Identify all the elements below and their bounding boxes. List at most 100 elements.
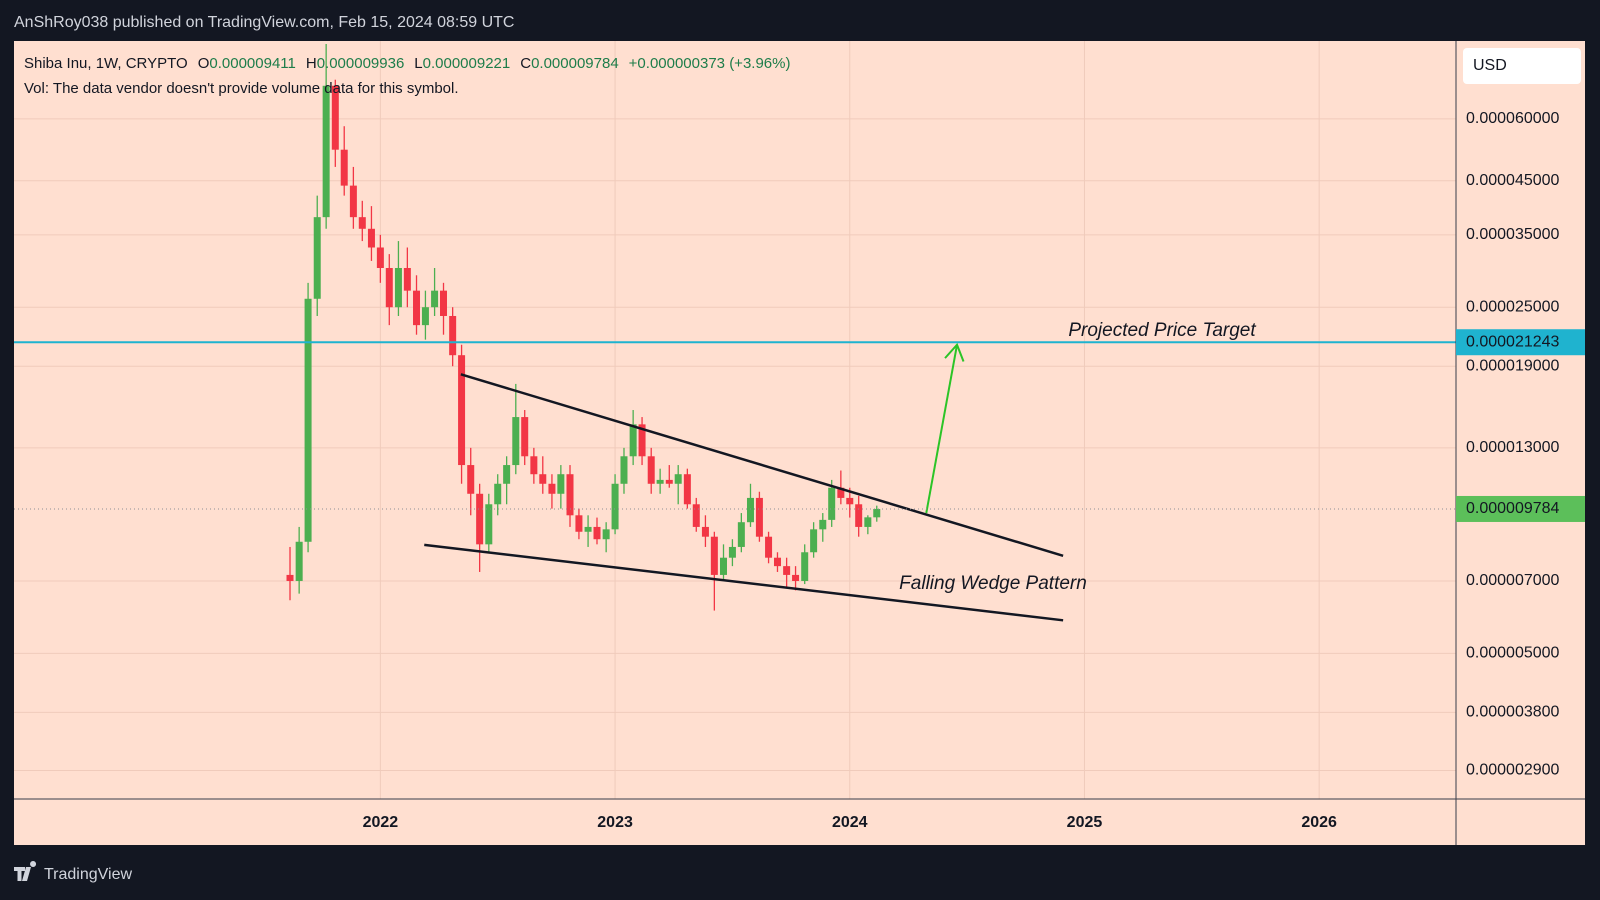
- candle-body: [385, 267, 393, 308]
- candle-body: [873, 508, 881, 518]
- legend: Shiba Inu, 1W, CRYPTO O0.000009411 H0.0000…: [24, 55, 790, 97]
- candle-body: [566, 474, 574, 516]
- candle-body: [719, 557, 727, 575]
- candle-body: [792, 574, 800, 581]
- candle-body: [855, 504, 863, 527]
- y-tick-label: 0.000060000: [1466, 110, 1560, 127]
- ohlc-value: 0.000009936: [317, 55, 405, 72]
- candle-body: [801, 552, 809, 581]
- candle-body: [728, 546, 736, 558]
- brand: TradingView: [44, 866, 132, 883]
- change: +0.000000373 (+3.96%): [629, 55, 791, 72]
- candle-body: [530, 456, 538, 475]
- ohlc-key: H: [306, 55, 317, 72]
- candle-body: [837, 487, 845, 498]
- logo-mark: [14, 861, 37, 881]
- candle-body: [322, 85, 330, 218]
- price-target-label: 0.000021243: [1466, 333, 1560, 350]
- candle-body: [349, 185, 357, 218]
- ohlc-value: 0.000009411: [209, 55, 295, 72]
- candle-body: [458, 355, 466, 466]
- candle-body: [611, 483, 619, 530]
- candle-body: [295, 541, 303, 581]
- candle-body: [548, 483, 556, 494]
- x-tick-label: 2023: [597, 814, 633, 831]
- candle-body: [737, 522, 745, 547]
- y-tick-label: 0.000045000: [1466, 172, 1560, 189]
- candle-body: [413, 290, 421, 326]
- ohlc-key: O: [198, 55, 210, 72]
- candle-body: [620, 456, 628, 484]
- candle-body: [773, 557, 781, 567]
- y-tick-label: 0.000007000: [1466, 572, 1560, 589]
- candle-body: [674, 474, 682, 484]
- publish-info: AnShRoy038 published on TradingView.com,…: [14, 14, 514, 31]
- candle-body: [656, 479, 664, 484]
- candle-body: [638, 424, 646, 457]
- candle-body: [476, 493, 484, 545]
- candle-body: [367, 228, 375, 248]
- candle-body: [503, 465, 511, 484]
- candle-body: [394, 267, 402, 308]
- y-tick-label: 0.000019000: [1466, 357, 1560, 374]
- candle-body: [783, 566, 791, 575]
- y-tick-label: 0.000035000: [1466, 226, 1560, 243]
- volume-note: Vol: The data vendor doesn't provide vol…: [24, 80, 459, 97]
- candle-body: [512, 417, 520, 466]
- candle-body: [286, 574, 294, 581]
- candle-body: [755, 497, 763, 537]
- ohlc-value: 0.000009784: [531, 55, 619, 72]
- ohlc-key: C: [520, 55, 531, 72]
- y-tick-label: 0.000013000: [1466, 439, 1560, 456]
- candle-body: [710, 536, 718, 575]
- x-tick-label: 2024: [832, 814, 868, 831]
- candle-body: [403, 267, 411, 291]
- ohlc-key: L: [414, 55, 422, 72]
- symbol: Shiba Inu, 1W, CRYPTO: [24, 55, 188, 72]
- x-tick-label: 2026: [1301, 814, 1337, 831]
- trendline: [424, 543, 1064, 622]
- chart-area: [14, 41, 1585, 845]
- last-price-label: 0.000009784: [1466, 500, 1560, 517]
- candle-body: [485, 504, 493, 545]
- candle-body: [449, 315, 457, 356]
- candle-body: [665, 479, 673, 484]
- annotation: Projected Price Target: [1068, 320, 1256, 341]
- candle-body: [810, 529, 818, 553]
- candle-body: [593, 526, 601, 540]
- logo: TradingView: [14, 861, 132, 883]
- candle-body: [313, 217, 321, 299]
- candle-body: [584, 526, 592, 532]
- candle-body: [557, 474, 565, 494]
- candle-body: [683, 474, 691, 505]
- candle-body: [864, 517, 872, 527]
- candle-body: [421, 307, 429, 326]
- trendline: [460, 373, 1064, 557]
- candle-body: [358, 217, 366, 229]
- candle-body: [828, 487, 836, 520]
- candle-body: [819, 519, 827, 530]
- y-tick-label: 0.000003800: [1466, 704, 1560, 721]
- ohlc-legend: Shiba Inu, 1W, CRYPTO O0.000009411 H0.0000…: [24, 55, 790, 72]
- candle-body: [467, 465, 475, 494]
- candle-body: [331, 85, 339, 150]
- annotation: Falling Wedge Pattern: [899, 573, 1087, 594]
- currency-button[interactable]: [1463, 48, 1581, 84]
- y-tick-label: 0.000005000: [1466, 645, 1560, 662]
- ohlc-value: 0.000009221: [423, 55, 511, 72]
- candle-body: [440, 290, 448, 316]
- candle-body: [629, 424, 637, 457]
- candle-body: [521, 417, 529, 457]
- candle-body: [602, 529, 610, 540]
- candle-body: [765, 536, 773, 558]
- arrow: [925, 344, 959, 514]
- candle-body: [575, 515, 583, 532]
- candle-body: [846, 497, 854, 505]
- currency-label[interactable]: USD: [1473, 57, 1507, 74]
- arrow-head: [944, 342, 965, 362]
- y-tick-label: 0.000025000: [1466, 298, 1560, 315]
- candle-body: [539, 474, 547, 484]
- price-target-tag: [1456, 329, 1585, 356]
- candle-body: [746, 497, 754, 523]
